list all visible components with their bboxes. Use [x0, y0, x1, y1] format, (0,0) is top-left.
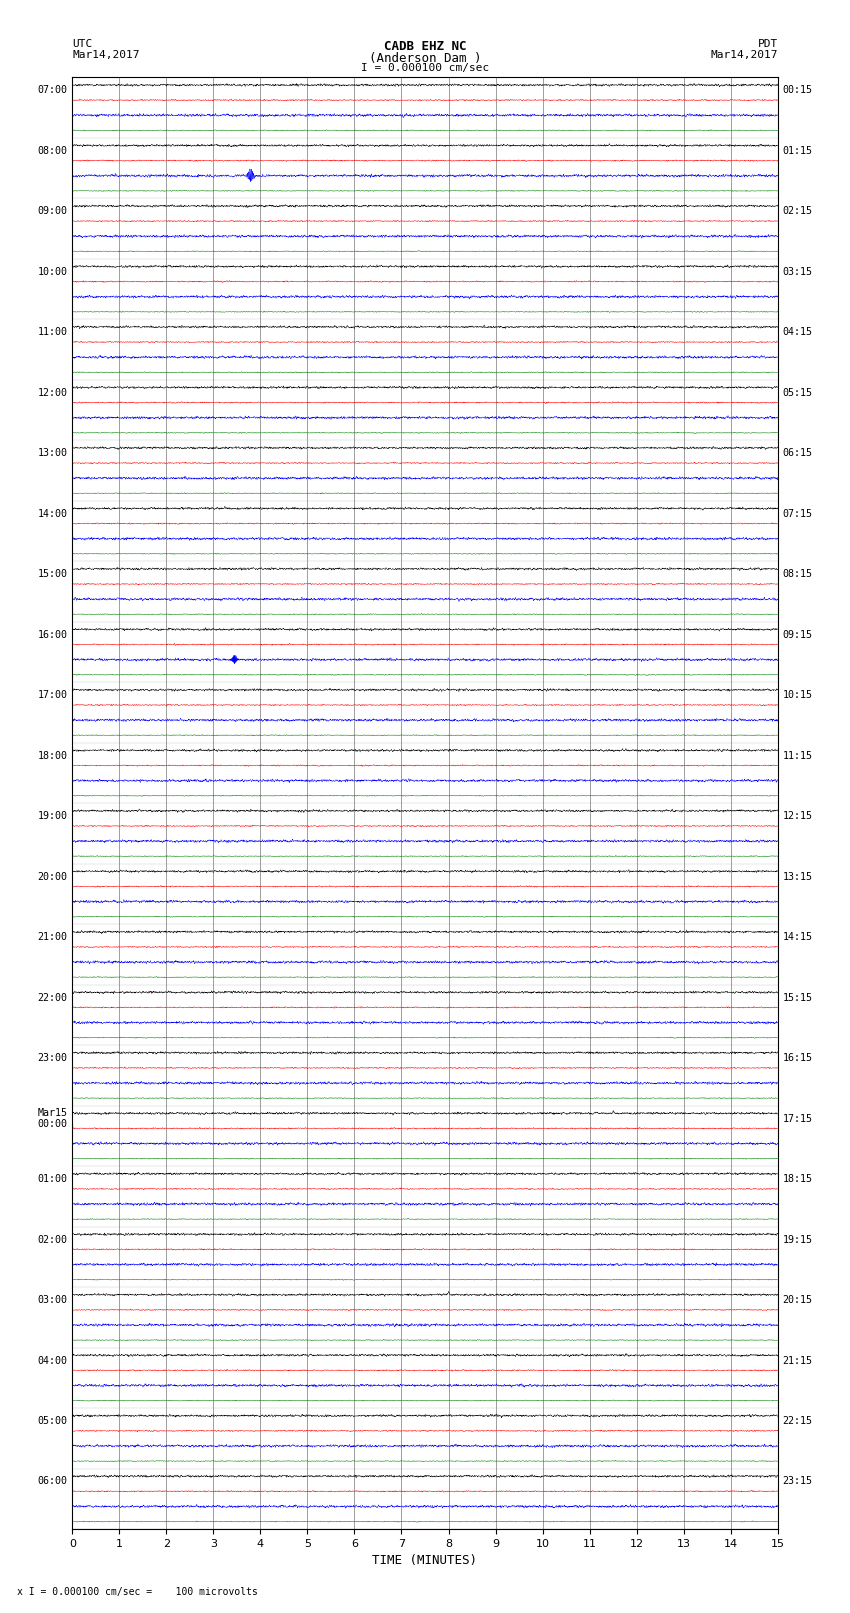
- Text: 02:00: 02:00: [37, 1234, 67, 1245]
- Text: 16:00: 16:00: [37, 629, 67, 640]
- Text: 06:15: 06:15: [783, 448, 813, 458]
- Text: 22:15: 22:15: [783, 1416, 813, 1426]
- Text: 15:00: 15:00: [37, 569, 67, 579]
- Text: 06:00: 06:00: [37, 1476, 67, 1487]
- Text: 10:00: 10:00: [37, 266, 67, 277]
- Text: 13:15: 13:15: [783, 871, 813, 882]
- Text: 05:00: 05:00: [37, 1416, 67, 1426]
- Text: 14:15: 14:15: [783, 932, 813, 942]
- Text: 19:00: 19:00: [37, 811, 67, 821]
- Text: 23:00: 23:00: [37, 1053, 67, 1063]
- Text: 11:15: 11:15: [783, 750, 813, 761]
- Text: x I = 0.000100 cm/sec =    100 microvolts: x I = 0.000100 cm/sec = 100 microvolts: [17, 1587, 258, 1597]
- Text: 17:00: 17:00: [37, 690, 67, 700]
- Text: Mar14,2017: Mar14,2017: [711, 50, 778, 60]
- Text: 21:15: 21:15: [783, 1355, 813, 1366]
- Text: 02:15: 02:15: [783, 206, 813, 216]
- Text: 01:15: 01:15: [783, 145, 813, 156]
- Text: 12:15: 12:15: [783, 811, 813, 821]
- Text: Mar14,2017: Mar14,2017: [72, 50, 139, 60]
- Text: Mar15
00:00: Mar15 00:00: [37, 1108, 67, 1129]
- Text: 20:00: 20:00: [37, 871, 67, 882]
- Text: CADB EHZ NC: CADB EHZ NC: [383, 40, 467, 53]
- Text: 01:00: 01:00: [37, 1174, 67, 1184]
- Text: 14:00: 14:00: [37, 508, 67, 519]
- Text: 12:00: 12:00: [37, 387, 67, 398]
- Text: 13:00: 13:00: [37, 448, 67, 458]
- Text: I = 0.000100 cm/sec: I = 0.000100 cm/sec: [361, 63, 489, 73]
- Text: 19:15: 19:15: [783, 1234, 813, 1245]
- Text: 04:00: 04:00: [37, 1355, 67, 1366]
- Text: 18:15: 18:15: [783, 1174, 813, 1184]
- Text: 15:15: 15:15: [783, 992, 813, 1003]
- Text: (Anderson Dam ): (Anderson Dam ): [369, 52, 481, 65]
- Text: 21:00: 21:00: [37, 932, 67, 942]
- Text: 03:15: 03:15: [783, 266, 813, 277]
- Text: 20:15: 20:15: [783, 1295, 813, 1305]
- Text: 07:00: 07:00: [37, 85, 67, 95]
- Text: 11:00: 11:00: [37, 327, 67, 337]
- Text: 22:00: 22:00: [37, 992, 67, 1003]
- X-axis label: TIME (MINUTES): TIME (MINUTES): [372, 1555, 478, 1568]
- Text: 16:15: 16:15: [783, 1053, 813, 1063]
- Text: 04:15: 04:15: [783, 327, 813, 337]
- Text: 17:15: 17:15: [783, 1113, 813, 1124]
- Text: 23:15: 23:15: [783, 1476, 813, 1487]
- Text: PDT: PDT: [757, 39, 778, 48]
- Text: 07:15: 07:15: [783, 508, 813, 519]
- Text: 09:00: 09:00: [37, 206, 67, 216]
- Text: 00:15: 00:15: [783, 85, 813, 95]
- Text: 08:00: 08:00: [37, 145, 67, 156]
- Text: 18:00: 18:00: [37, 750, 67, 761]
- Text: 08:15: 08:15: [783, 569, 813, 579]
- Text: 05:15: 05:15: [783, 387, 813, 398]
- Text: 10:15: 10:15: [783, 690, 813, 700]
- Text: 03:00: 03:00: [37, 1295, 67, 1305]
- Text: UTC: UTC: [72, 39, 93, 48]
- Text: 09:15: 09:15: [783, 629, 813, 640]
